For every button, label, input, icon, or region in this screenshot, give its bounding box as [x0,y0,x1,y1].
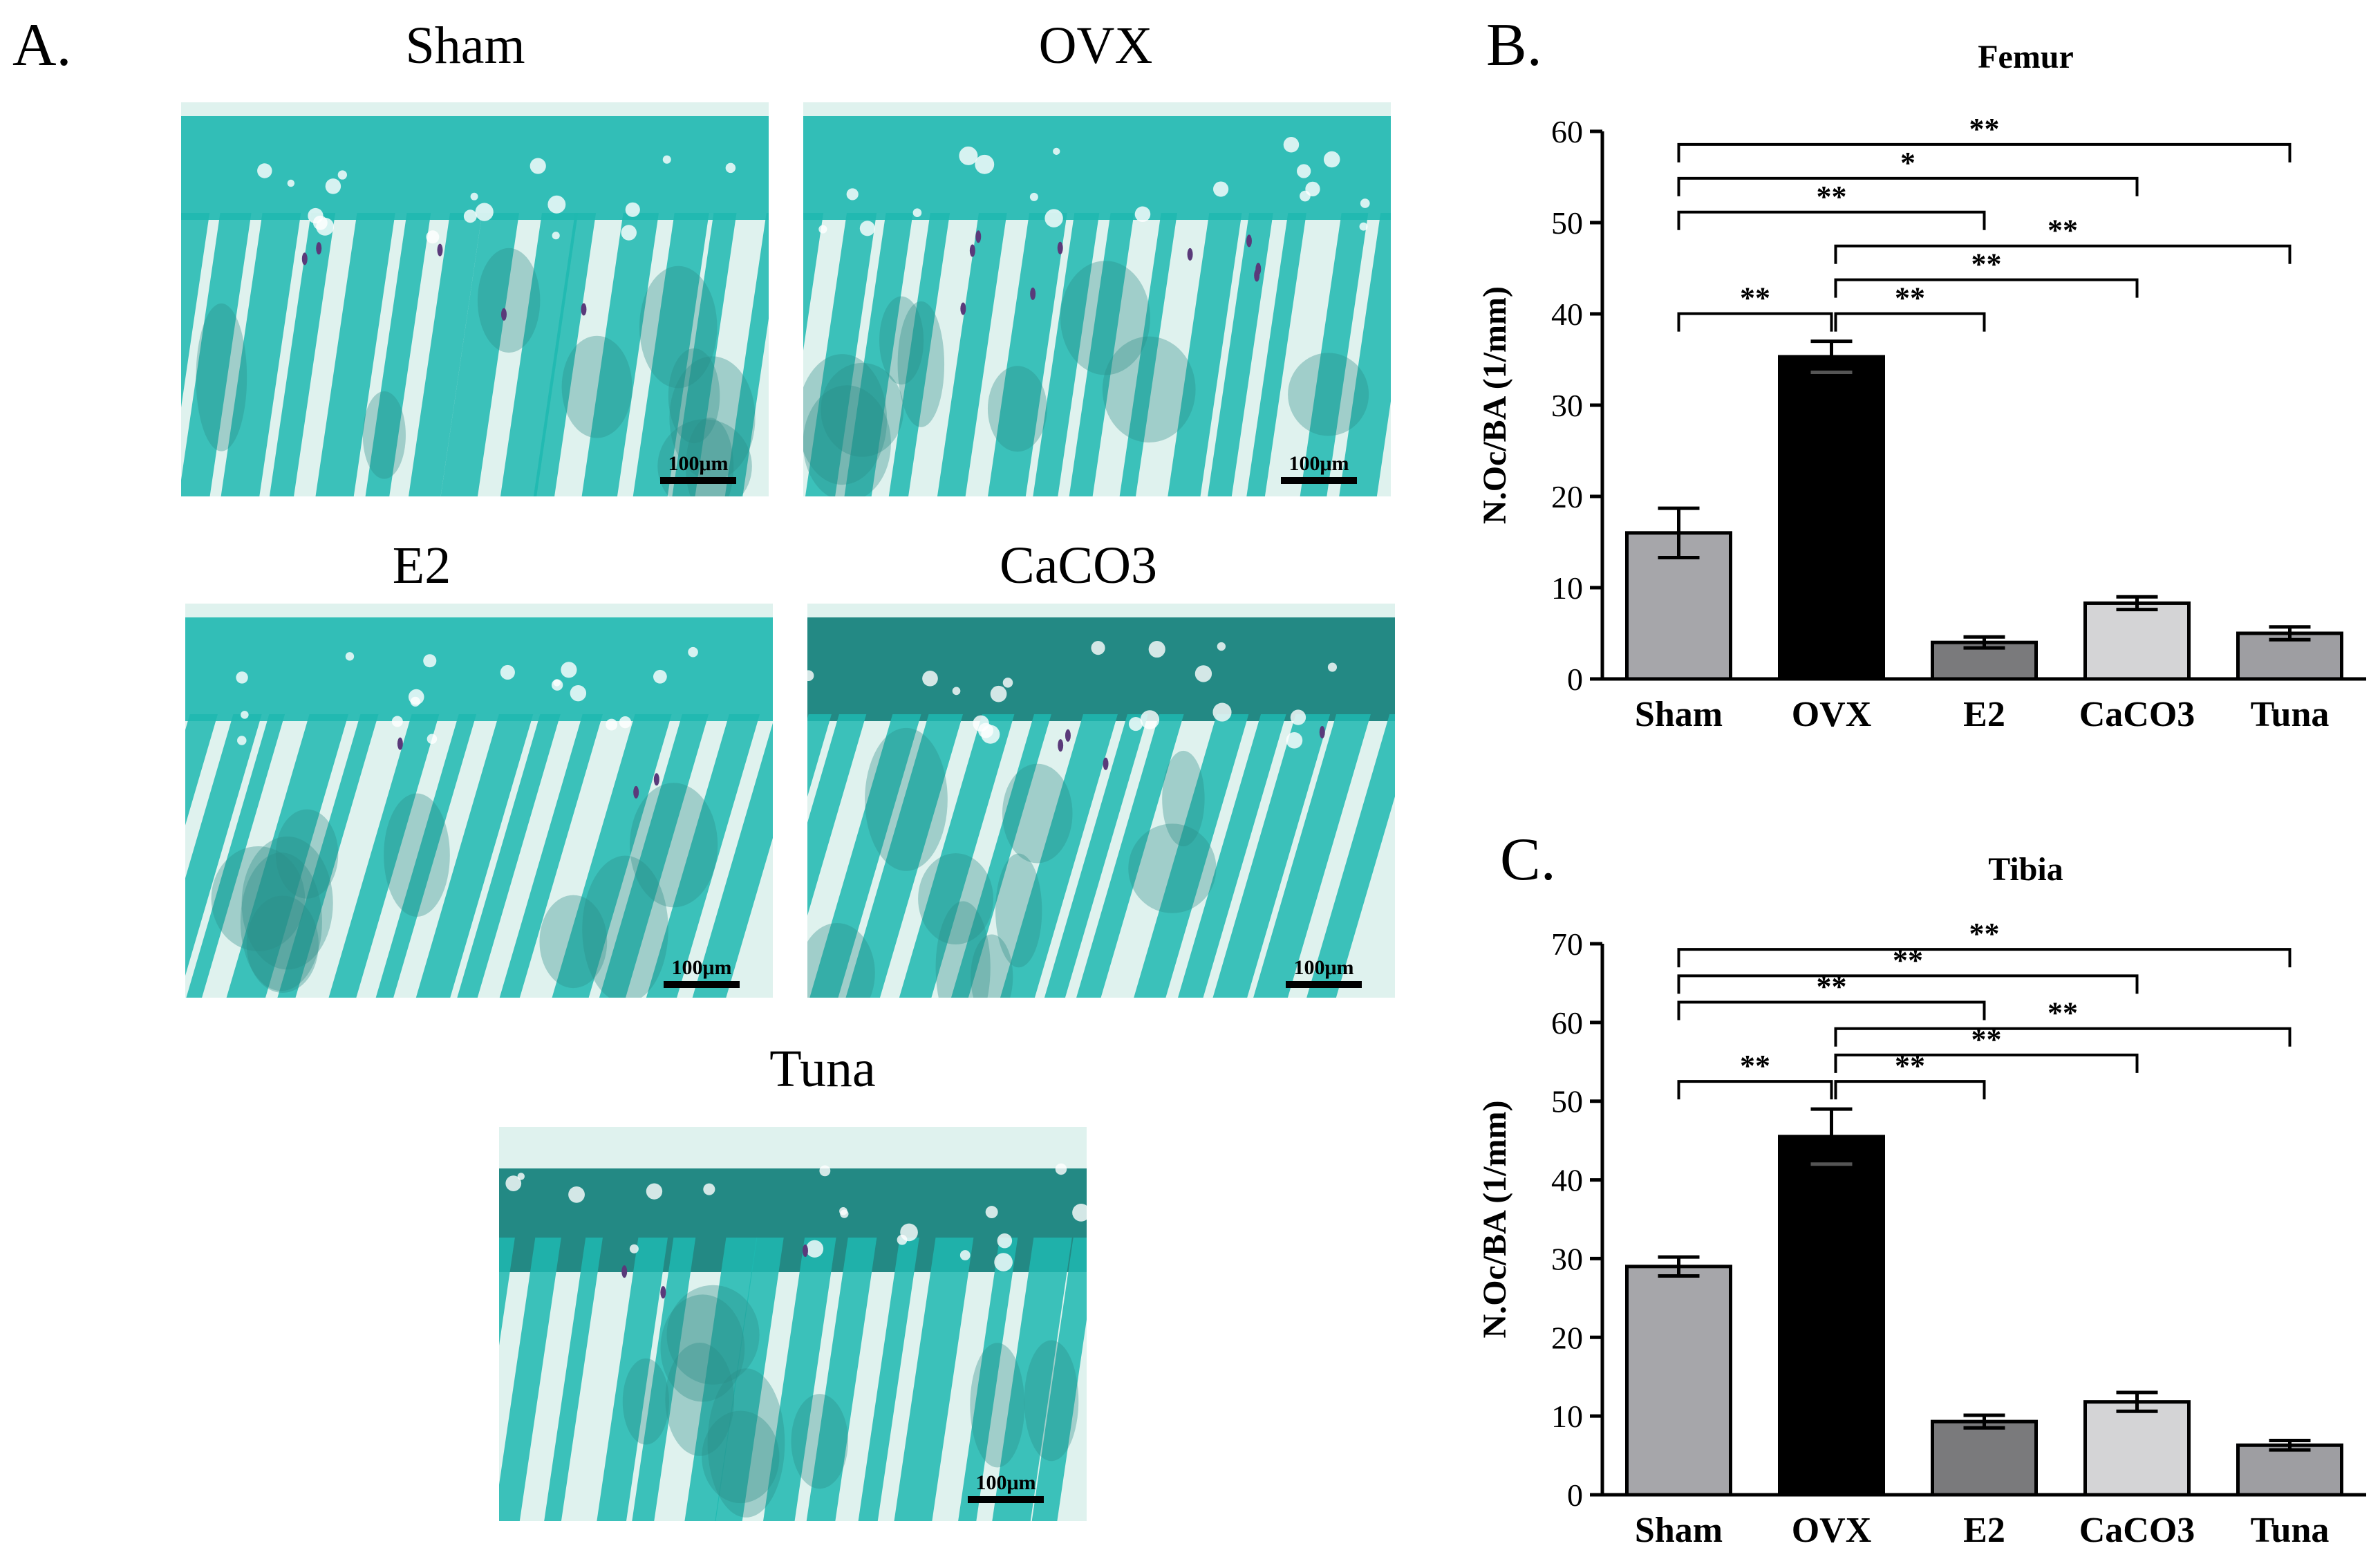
image-label-ovx: OVX [1038,17,1153,75]
bar-e2 [1931,640,2038,681]
significance-label: ** [2048,996,2078,1030]
micrograph-e2-art [185,604,773,998]
y-tick-label: 40 [1551,1163,1583,1198]
significance-label: ** [1969,917,2000,951]
micrograph-ovx-art [803,102,1391,496]
micrograph-ovx [803,102,1391,496]
significance-bracket: ** [1834,1049,1986,1100]
image-label-e2: E2 [392,537,451,595]
bar-ovx [1778,1135,1885,1497]
scale-bar-label-caco3: 100μm [1293,956,1354,979]
scale-bar-sham [660,477,736,484]
y-tick-label: 0 [1567,662,1583,697]
scale-bar-label-e2: 100μm [671,956,732,979]
significance-bracket: ** [1677,970,1986,1020]
y-tick-label: 50 [1551,205,1583,241]
x-tick-label-tuna: Tuna [2251,1511,2330,1550]
significance-bracket: ** [1677,943,2139,994]
micrograph-e2 [185,604,773,998]
y-tick-label: 20 [1551,479,1583,514]
panel-c-letter: C. [1500,826,1556,893]
y-tick-label: 50 [1551,1084,1583,1119]
y-tick-label: 60 [1551,114,1583,149]
y-axis-label: N.Oc/BA (1/mm) [1477,1101,1513,1339]
significance-bracket: ** [1834,281,1986,332]
significance-label: ** [1740,281,1770,315]
significance-bracket: ** [1834,214,2292,264]
y-tick-label: 70 [1551,926,1583,962]
micrograph-sham-art [181,102,769,496]
panel-b-letter: B. [1486,12,1542,79]
bar-sham [1625,1265,1732,1497]
bar-caco3 [2083,601,2191,681]
significance-label: ** [2048,214,2078,248]
bar-e2 [1931,1419,2038,1497]
y-tick-label: 30 [1551,388,1583,423]
scale-bar-tuna [968,1496,1044,1503]
scale-bar-label-ovx: 100μm [1289,452,1349,475]
significance-label: ** [1740,1049,1770,1083]
x-tick-label-sham: Sham [1635,695,1723,734]
x-tick-label-ovx: OVX [1792,695,1872,734]
y-tick-label: 0 [1567,1477,1583,1513]
significance-label: * [1900,146,1915,180]
significance-bracket: ** [1677,180,1986,230]
x-tick-label-caco3: CaCO3 [2079,1511,2195,1550]
x-tick-label-ovx: OVX [1792,1511,1872,1550]
y-tick-label: 60 [1551,1005,1583,1041]
image-label-sham: Sham [405,17,525,75]
significance-label: ** [1817,180,1847,214]
panel-a-letter: A. [12,12,72,79]
significance-bracket: ** [1677,281,1833,332]
scale-bar-label-sham: 100μm [668,452,729,475]
significance-label: ** [1895,281,1925,315]
bar-ovx [1778,355,1885,681]
x-tick-label-tuna: Tuna [2251,695,2330,734]
significance-label: ** [1969,112,2000,146]
bar-caco3 [2083,1400,2191,1497]
significance-bracket: ** [1677,1049,1833,1100]
micrograph-caco3-art [807,604,1395,998]
y-tick-label: 20 [1551,1320,1583,1355]
significance-bracket: ** [1677,112,2292,162]
significance-bracket: ** [1677,917,2292,968]
x-tick-label-e2: E2 [1963,695,2005,734]
scale-bar-caco3 [1286,981,1362,988]
image-label-caco3: CaCO3 [1000,537,1157,595]
micrograph-tuna [499,1127,1087,1521]
scale-bar-e2 [664,981,740,988]
y-axis-label: N.Oc/BA (1/mm) [1477,286,1513,524]
significance-bracket: ** [1834,996,2292,1047]
y-tick-label: 10 [1551,1399,1583,1434]
bar-tuna [2236,1443,2343,1497]
chart-title: Tibia [1988,851,2063,888]
x-tick-label-sham: Sham [1635,1511,1723,1550]
scale-bar-ovx [1281,477,1357,484]
chart-title: Femur [1978,39,2074,75]
image-label-tuna: Tuna [769,1040,876,1098]
y-tick-label: 30 [1551,1241,1583,1276]
y-tick-label: 10 [1551,570,1583,606]
significance-label: ** [1971,248,2002,281]
micrograph-sham [181,102,769,496]
x-tick-label-caco3: CaCO3 [2079,695,2195,734]
scale-bar-label-tuna: 100μm [975,1471,1036,1494]
x-tick-label-e2: E2 [1963,1511,2005,1550]
significance-bracket: * [1677,146,2139,196]
micrograph-tuna-art [499,1127,1087,1521]
micrograph-caco3 [807,604,1395,998]
y-tick-label: 40 [1551,297,1583,332]
significance-bracket: ** [1834,248,2139,298]
significance-bracket: ** [1834,1023,2139,1073]
